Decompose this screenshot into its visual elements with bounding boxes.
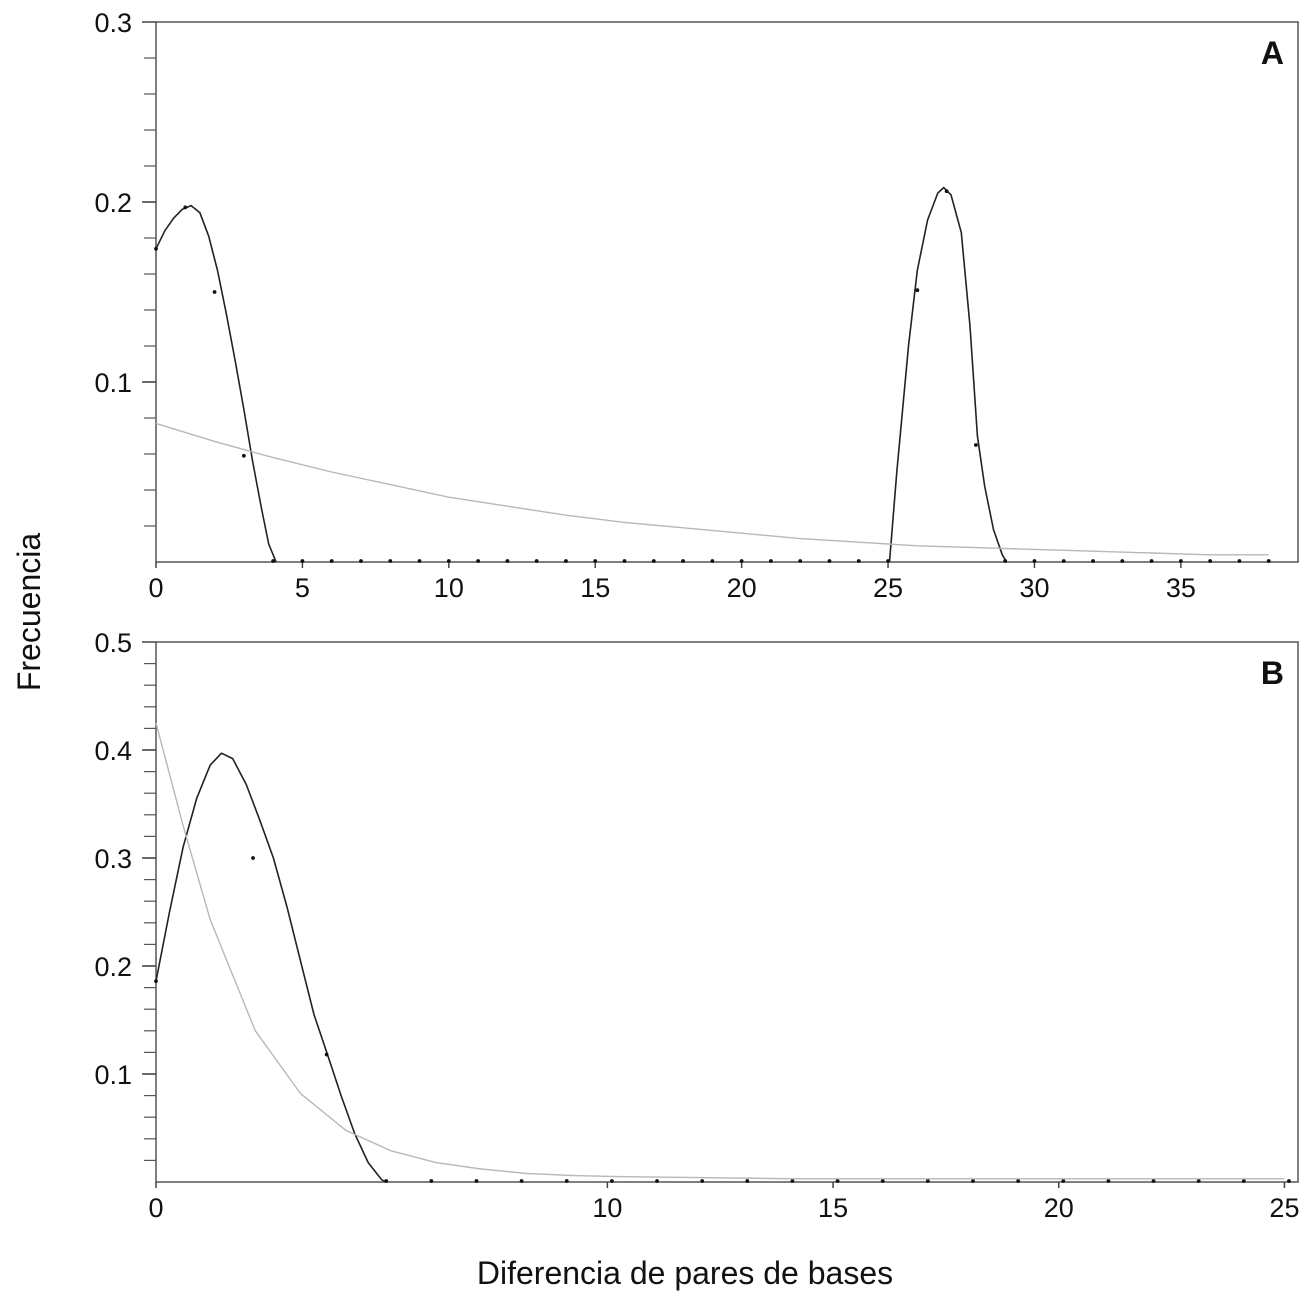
observed-point: [476, 559, 481, 563]
observed-curve-peak: [888, 186, 1008, 563]
x-tick-label: 0: [148, 573, 163, 603]
x-tick-label: 0: [148, 1193, 163, 1223]
x-tick-label: 10: [592, 1193, 622, 1223]
observed-point: [1149, 559, 1154, 563]
observed-point: [1061, 559, 1066, 563]
y-tick-label: 0.3: [94, 8, 132, 38]
x-tick-label: 10: [434, 573, 464, 603]
observed-point: [388, 559, 393, 563]
observed-point: [324, 1052, 329, 1057]
panel-letter: B: [1261, 655, 1284, 691]
panel-a: 0.1 0.2 0.3 0 5 10 15 20 25 30 35 A: [94, 8, 1299, 603]
observed-point: [1241, 1179, 1246, 1183]
x-tick-label: 15: [580, 573, 610, 603]
observed-point: [798, 559, 803, 563]
observed-point: [880, 1179, 885, 1183]
x-tick-label: 20: [1044, 1193, 1074, 1223]
observed-point: [925, 1179, 930, 1183]
observed-point: [655, 1179, 659, 1183]
plot-frame: [155, 21, 1299, 563]
panel-b: 0.1 0.2 0.3 0.4 0.5 0 10 15 20 25 B: [94, 628, 1299, 1223]
x-tick-label: 15: [818, 1193, 848, 1223]
observed-point: [212, 290, 217, 294]
observed-point: [1178, 559, 1183, 563]
observed-point: [300, 559, 305, 563]
observed-point: [1151, 1179, 1156, 1183]
x-tick-label: 35: [1166, 573, 1196, 603]
observed-point: [681, 559, 685, 563]
observed-point: [1003, 559, 1008, 563]
observed-point: [944, 189, 949, 194]
observed-point: [446, 559, 451, 563]
observed-curve: [155, 752, 387, 1183]
observed-point: [700, 1179, 705, 1183]
observed-point: [1120, 559, 1125, 563]
observed-point: [651, 559, 656, 563]
x-tick-label: 25: [1269, 1193, 1299, 1223]
observed-point: [1196, 1179, 1201, 1183]
plot-frame: [155, 641, 1299, 1183]
observed-point: [154, 246, 158, 251]
observed-point: [1016, 1179, 1021, 1183]
observed-point: [1287, 1179, 1291, 1183]
observed-point: [827, 559, 832, 563]
observed-point: [973, 443, 978, 447]
observed-point: [241, 453, 246, 458]
panel-letter: A: [1261, 35, 1284, 71]
observed-point: [1032, 559, 1037, 563]
observed-point: [886, 559, 890, 563]
observed-point: [609, 1179, 614, 1183]
observed-point: [971, 1179, 975, 1183]
observed-point: [1266, 559, 1271, 563]
observed-point: [329, 559, 334, 563]
observed-point: [769, 559, 773, 563]
observed-point: [745, 1179, 750, 1183]
y-tick-label: 0.5: [94, 628, 132, 658]
y-tick-label: 0.1: [94, 368, 132, 398]
y-tick-label: 0.4: [94, 736, 132, 766]
observed-point: [534, 559, 539, 563]
y-tick-label: 0.2: [94, 188, 132, 218]
observed-point: [593, 559, 598, 563]
x-tick-label: 25: [873, 573, 903, 603]
observed-point: [474, 1179, 479, 1183]
expected-curve: [155, 722, 1285, 1180]
observed-point: [790, 1179, 795, 1183]
observed-point: [856, 559, 861, 563]
x-tick-label: 20: [727, 573, 757, 603]
observed-point: [417, 559, 422, 563]
y-tick-label: 0.3: [94, 844, 132, 874]
observed-curve: [155, 204, 277, 563]
observed-point: [1091, 559, 1095, 563]
observed-point: [564, 1179, 569, 1183]
observed-point: [429, 1179, 434, 1183]
y-axis-title: Frecuencia: [11, 533, 47, 692]
observed-point: [835, 1179, 840, 1183]
observed-point: [1061, 1179, 1066, 1183]
observed-point: [384, 1179, 389, 1183]
observed-point: [710, 559, 715, 563]
observed-point: [564, 559, 568, 563]
observed-point: [1208, 559, 1213, 563]
observed-point: [622, 559, 627, 563]
observed-point: [915, 288, 920, 293]
observed-point: [1106, 1179, 1111, 1183]
observed-point: [505, 559, 510, 563]
x-tick-label: 30: [1019, 573, 1049, 603]
observed-point: [359, 559, 363, 563]
observed-point: [519, 1179, 524, 1183]
observed-point: [183, 205, 188, 210]
y-tick-label: 0.2: [94, 952, 132, 982]
x-axis-title: Diferencia de pares de bases: [477, 1255, 893, 1291]
expected-curve: [155, 422, 1269, 556]
observed-point: [739, 559, 744, 563]
observed-point: [271, 559, 276, 563]
y-tick-label: 0.1: [94, 1060, 132, 1090]
observed-point: [154, 979, 158, 984]
observed-point: [251, 856, 255, 860]
observed-point: [1237, 559, 1242, 563]
x-tick-label: 5: [295, 573, 310, 603]
